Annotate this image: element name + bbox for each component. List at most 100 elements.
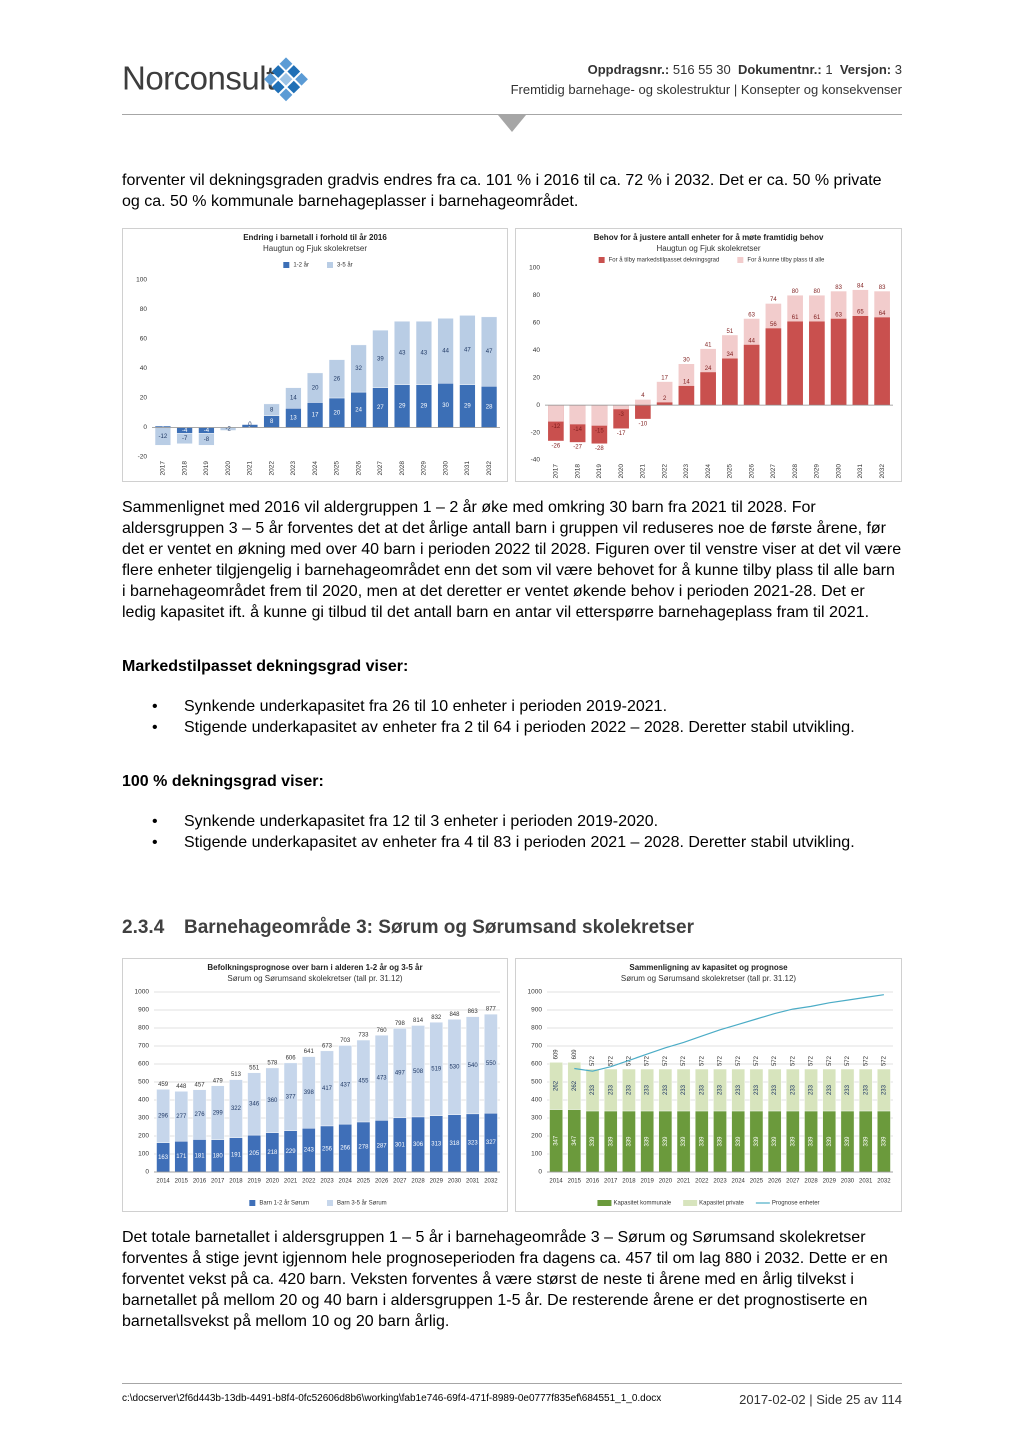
data-label: 296	[158, 1114, 169, 1120]
x-tick-label: 2031	[464, 461, 471, 476]
bar	[320, 1050, 334, 1127]
x-tick-label: 2032	[484, 1179, 498, 1185]
data-label: 508	[413, 1069, 424, 1075]
bar	[548, 405, 564, 422]
data-label: 163	[158, 1155, 169, 1161]
data-label: 339	[627, 1136, 633, 1147]
data-label: 233	[754, 1084, 760, 1095]
bar	[678, 385, 695, 406]
x-tick-label: 2028	[411, 1179, 425, 1185]
data-label: 8	[270, 419, 274, 425]
data-label: 13	[290, 415, 297, 421]
data-label: -2	[225, 427, 231, 433]
x-tick-label: 2028	[399, 461, 406, 476]
x-tick-label: 2018	[229, 1179, 243, 1185]
x-tick-label: 2032	[879, 464, 886, 479]
chart: Endring i barnetall i forhold til år 201…	[122, 228, 508, 482]
bar	[265, 1067, 280, 1133]
total-label: 572	[790, 1055, 796, 1066]
data-label: 398	[304, 1090, 315, 1096]
legend-label: Barn 1-2 år Sørum	[259, 1200, 309, 1207]
legend-label: For å tilby markedstilpasset dekningsgra…	[609, 257, 720, 264]
total-label: 572	[845, 1055, 851, 1066]
total-label: 572	[772, 1055, 778, 1066]
legend-label: 3-5 år	[337, 262, 353, 269]
data-label: 519	[431, 1067, 442, 1073]
x-tick-label: 2017	[553, 464, 560, 479]
bar	[229, 1079, 243, 1138]
bar	[591, 405, 608, 426]
x-tick-label: 2030	[835, 464, 842, 479]
bar	[411, 1025, 425, 1118]
data-label: 233	[608, 1084, 614, 1095]
bar	[372, 329, 389, 388]
data-label: 233	[663, 1084, 669, 1095]
total-label: 760	[377, 1028, 388, 1034]
data-label: -8	[204, 437, 210, 443]
data-label: 233	[863, 1084, 869, 1095]
data-label: 256	[322, 1147, 333, 1153]
data-label: -17	[617, 431, 626, 437]
data-label: 14	[290, 396, 297, 402]
y-tick-label: 60	[140, 336, 148, 343]
bar	[840, 1068, 855, 1112]
data-label: 339	[754, 1136, 760, 1147]
data-label: 61	[792, 315, 799, 321]
x-tick-label: 2029	[814, 464, 821, 479]
data-label: 339	[772, 1136, 778, 1147]
data-label: 29	[464, 404, 471, 410]
bar	[356, 1039, 371, 1123]
y-tick-label: 100	[138, 1151, 149, 1158]
x-tick-label: 2017	[211, 1179, 225, 1185]
x-tick-label: 2016	[586, 1179, 600, 1185]
total-label: 459	[158, 1082, 169, 1088]
total-label: 673	[322, 1043, 333, 1049]
total-label: 606	[286, 1055, 297, 1061]
y-tick-label: 600	[138, 1061, 149, 1068]
data-label: 181	[195, 1153, 206, 1159]
bar	[656, 402, 673, 406]
x-tick-label: 2019	[203, 461, 210, 476]
x-tick-label: 2020	[225, 461, 232, 476]
total-label: 551	[249, 1065, 260, 1071]
x-tick-label: 2026	[748, 464, 755, 479]
y-tick-label: 800	[531, 1025, 542, 1032]
y-tick-label: 300	[531, 1115, 542, 1122]
bar	[603, 1068, 618, 1112]
total-label: 479	[213, 1078, 224, 1084]
y-tick-label: 100	[529, 265, 540, 272]
total-label: 848	[449, 1012, 460, 1018]
x-tick-label: 2027	[393, 1179, 407, 1185]
data-label: 84	[857, 284, 864, 290]
total-label: 703	[340, 1038, 351, 1044]
bar	[549, 1062, 563, 1110]
data-label: -12	[552, 424, 561, 430]
legend-swatch	[683, 1200, 698, 1206]
bar	[877, 1068, 891, 1112]
x-tick-label: 2014	[156, 1179, 170, 1185]
data-label: 47	[486, 349, 493, 355]
data-label: 339	[827, 1136, 833, 1147]
x-tick-label: 2021	[640, 464, 647, 479]
y-tick-label: 1000	[135, 989, 150, 996]
y-tick-label: 900	[138, 1007, 149, 1014]
ref: 516 55 30	[672, 62, 731, 77]
x-tick-label: 2019	[596, 464, 603, 479]
bar	[822, 1068, 837, 1112]
legend-swatch	[327, 262, 333, 268]
total-label: 609	[554, 1049, 560, 1060]
data-label: 497	[395, 1071, 406, 1077]
bar	[283, 1062, 298, 1131]
data-label: 29	[399, 404, 406, 410]
x-tick-label: 2021	[677, 1179, 691, 1185]
footer-rule	[122, 1383, 902, 1384]
data-label: -12	[159, 434, 168, 440]
x-tick-label: 2028	[804, 1179, 818, 1185]
section-number: 2.3.4	[122, 917, 165, 938]
data-label: 30	[442, 403, 449, 409]
legend-label: Kapasitet kommunale	[613, 1201, 671, 1207]
data-label: 63	[835, 312, 842, 318]
data-label: 323	[468, 1141, 479, 1147]
chart-title: Sammenligning av kapasitet og prognose	[629, 963, 788, 972]
list-heading: 100 % dekningsgrad viser:	[122, 773, 324, 790]
